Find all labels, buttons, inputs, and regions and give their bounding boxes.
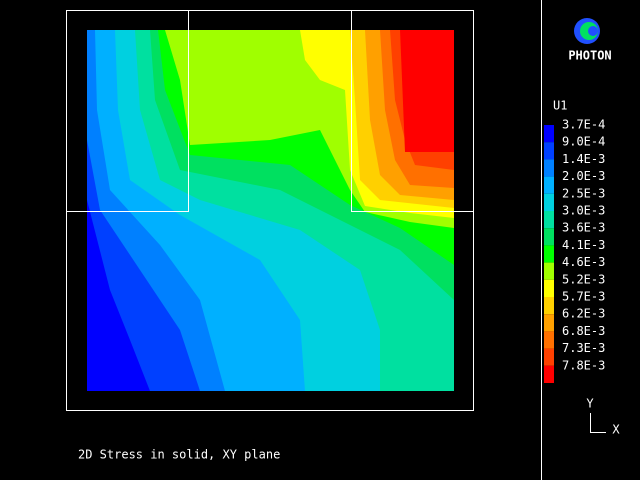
legend: 3.7E-4 9.0E-4 1.4E-3 2.0E-3 2.5E-3 3.0E-3 3.6E… [544, 118, 605, 383]
axis-label-y: Y [586, 397, 594, 411]
legend-swatch [544, 159, 554, 177]
logo-core [588, 26, 598, 36]
axis-label-x: X [612, 423, 620, 437]
domain-frame [66, 10, 474, 411]
legend-swatch [544, 279, 554, 297]
legend-label: 3.6E-3 [562, 221, 605, 235]
legend-label: 6.8E-3 [562, 324, 605, 338]
contour-plot [87, 30, 454, 391]
legend-label: 4.1E-3 [562, 238, 605, 252]
legend-swatch [544, 211, 554, 229]
legend-swatch [544, 314, 554, 332]
legend-label: 9.0E-4 [562, 135, 605, 149]
legend-label: 4.6E-3 [562, 255, 605, 269]
contour-band [400, 30, 454, 152]
legend-swatch [544, 176, 554, 194]
legend-label: 6.2E-3 [562, 307, 605, 321]
legend-label: 5.2E-3 [562, 272, 605, 286]
legend-swatch [544, 142, 554, 160]
logo: PHOTON [568, 18, 612, 63]
legend-swatch [544, 348, 554, 366]
legend-label: 2.0E-3 [562, 169, 605, 183]
legend-label: 7.3E-3 [562, 341, 605, 355]
axis-indicator [590, 413, 606, 433]
legend-swatch [544, 262, 554, 280]
legend-swatch [544, 125, 554, 143]
legend-swatch [544, 245, 554, 263]
legend-label: 1.4E-3 [562, 152, 605, 166]
block-outline [351, 10, 474, 212]
legend-swatch [544, 297, 554, 315]
legend-swatch [544, 365, 554, 383]
legend-label: 2.5E-3 [562, 186, 605, 200]
legend-label: 5.7E-3 [562, 290, 605, 304]
legend-label: 3.7E-4 [562, 118, 605, 132]
block-outline [66, 10, 189, 212]
logo-label: PHOTON [568, 49, 611, 63]
legend-label: 7.8E-3 [562, 358, 605, 372]
legend-swatch [544, 193, 554, 211]
legend-swatch [544, 228, 554, 246]
legend-label: 3.0E-3 [562, 204, 605, 218]
caption: 2D Stress in solid, XY plane [78, 448, 280, 462]
legend-title: U1 [553, 99, 567, 113]
legend-swatch [544, 331, 554, 349]
